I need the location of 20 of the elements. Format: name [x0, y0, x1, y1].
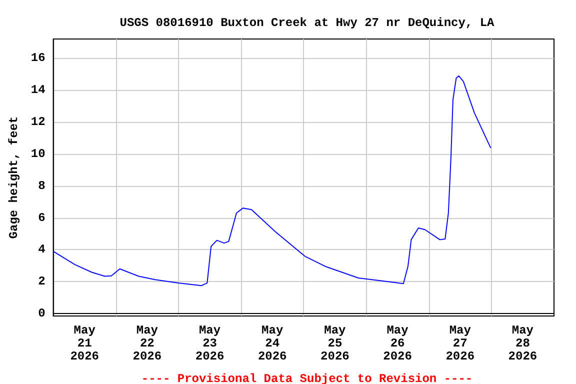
y-tick-label: 16	[30, 51, 46, 66]
x-tick-label: May 27 2026	[446, 324, 475, 364]
y-tick-label: 4	[38, 242, 46, 257]
y-tick-label: 6	[38, 210, 46, 225]
y-tick-label: 14	[30, 83, 46, 98]
x-tick-label: May 28 2026	[508, 324, 538, 364]
y-tick-label: 2	[38, 274, 46, 289]
x-tick-label: May 23 2026	[195, 324, 224, 364]
x-tick-label: May 21 2026	[70, 324, 99, 364]
x-tick-label: May 26 2026	[383, 324, 412, 364]
y-tick-label: 8	[38, 178, 46, 193]
y-tick-label: 0	[38, 306, 46, 321]
x-tick-label: May 25 2026	[320, 324, 350, 364]
x-tick-label: May 24 2026	[258, 324, 287, 364]
y-axis-title: Gage height, feet	[7, 116, 21, 239]
line-series	[52, 75, 492, 286]
x-tick-label: May 22 2026	[132, 324, 162, 364]
chart-title: USGS 08016910 Buxton Creek at Hwy 27 nr DeQuincy, LA	[120, 16, 496, 30]
y-tick-label: 12	[30, 115, 46, 130]
y-tick-label: 10	[30, 146, 46, 161]
